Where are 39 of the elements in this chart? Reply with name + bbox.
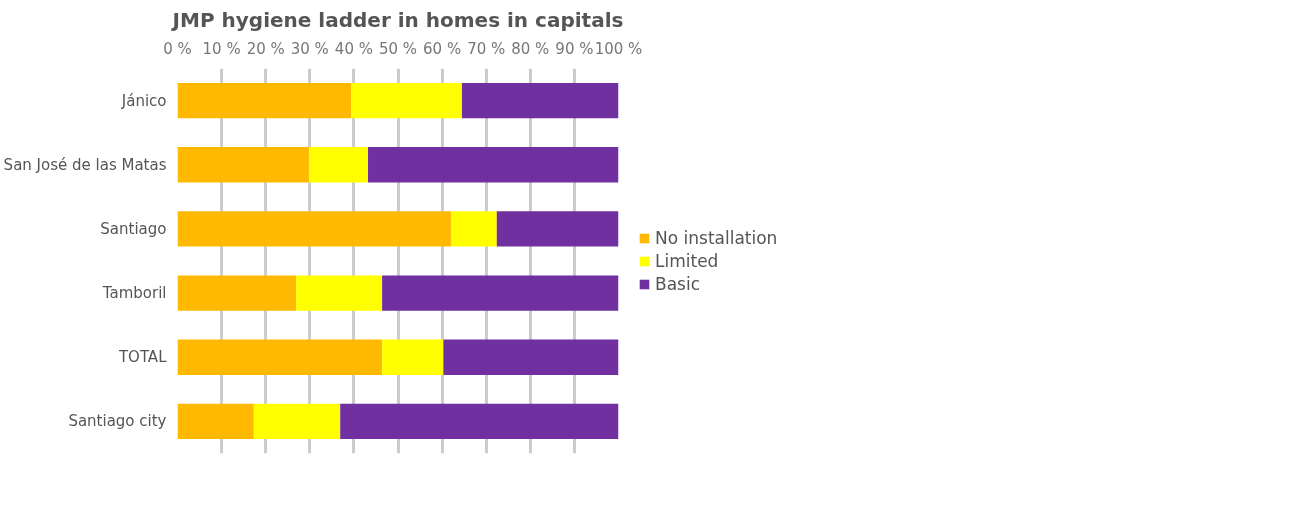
x-tick-label: 30 %: [290, 39, 329, 58]
x-tick-label: 60 %: [423, 39, 462, 58]
x-tick-label: 80 %: [511, 39, 550, 58]
bar: [461, 82, 619, 119]
x-tick-label: 20 %: [246, 39, 285, 58]
bar: [296, 275, 383, 311]
bar: [177, 82, 352, 119]
bar: [351, 82, 462, 119]
bar: [177, 211, 451, 247]
x-tick-label: 70 %: [467, 39, 506, 58]
x-tick-label: 10 %: [202, 39, 241, 58]
y-tick-label: San José de las Matas: [3, 155, 167, 174]
legend-label: No installation: [655, 227, 778, 248]
bar: [496, 211, 619, 247]
bar: [177, 403, 254, 440]
bar: [177, 275, 297, 311]
bar: [443, 339, 619, 375]
x-tick-label: 50 %: [378, 39, 418, 58]
y-tick-label: TOTAL: [117, 348, 168, 367]
y-tick-label: Santiago city: [68, 412, 167, 431]
x-tick-label: 0 %: [163, 39, 192, 58]
x-tick-label: 40 %: [334, 39, 373, 58]
bar: [368, 147, 619, 183]
bar: [450, 211, 497, 247]
legend-label: Basic: [655, 273, 701, 294]
bar: [177, 339, 383, 375]
bar: [340, 403, 619, 440]
chart-title: JMP hygiene ladder in homes in capitals: [170, 7, 624, 32]
legend-label: Limited: [655, 250, 719, 271]
bar: [308, 147, 369, 183]
bar: [382, 275, 619, 311]
bar: [177, 147, 309, 183]
bar: [382, 339, 444, 375]
y-tick-label: Santiago: [100, 219, 167, 238]
x-tick-label: 100 %: [594, 39, 643, 58]
y-tick-label: Tamboril: [101, 284, 167, 303]
y-tick-label: Jánico: [120, 91, 167, 110]
x-tick-label: 90 %: [555, 39, 594, 58]
bar: [253, 403, 341, 440]
